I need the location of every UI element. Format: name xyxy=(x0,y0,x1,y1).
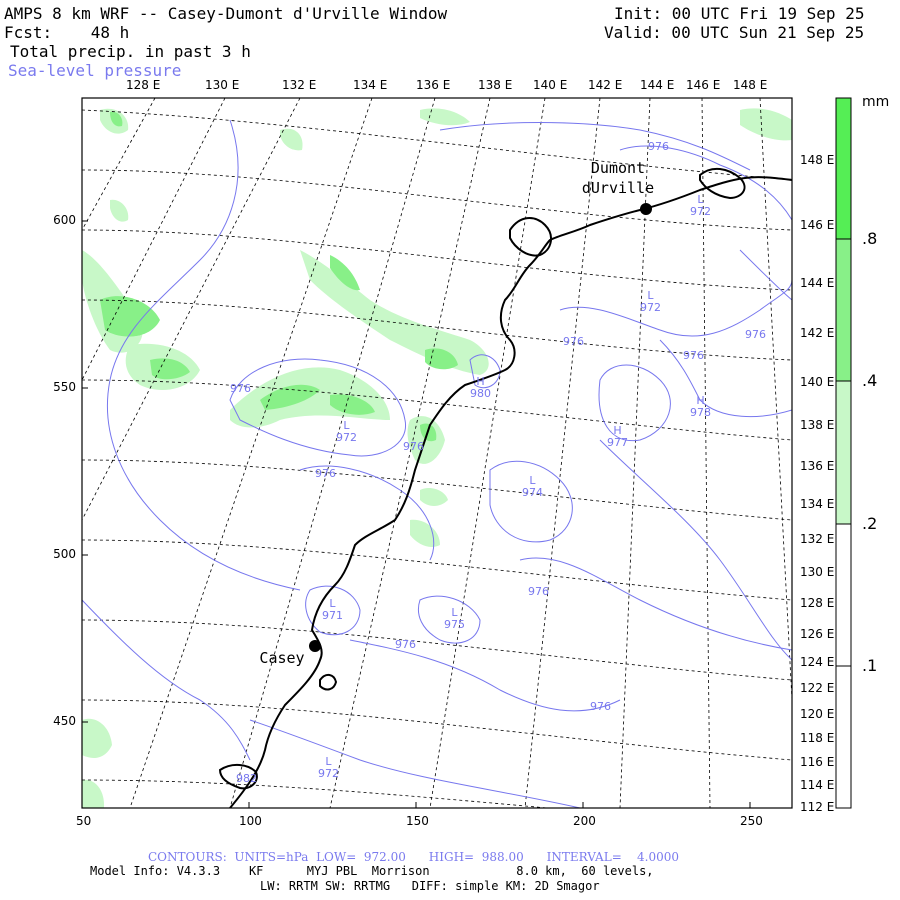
pressure-label: 976 xyxy=(683,349,704,362)
chart-title: AMPS 8 km WRF -- Casey-Dumont d'Urville … xyxy=(4,4,448,23)
top-lon-label: 138 E xyxy=(478,78,513,92)
colorbar-tick: .4 xyxy=(862,371,878,390)
colorbar-bin-02 xyxy=(836,381,851,524)
model-info: Model Info: V4.3.3 KF MYJ PBL Morrison 8… xyxy=(90,864,654,878)
pressure-label: L 972 xyxy=(640,289,661,314)
right-lon-label: 114 E xyxy=(800,778,835,792)
pressure-label: 982 xyxy=(236,772,257,785)
pressure-label: L 975 xyxy=(444,606,465,631)
top-lon-label: 130 E xyxy=(205,78,240,92)
colorbar-bin-04 xyxy=(836,239,851,381)
pressure-label: L 972 xyxy=(336,419,357,444)
top-lon-label: 146 E xyxy=(686,78,721,92)
colorbar-tick: .8 xyxy=(862,229,878,248)
graticule xyxy=(82,98,792,808)
contour-info: CONTOURS: UNITS=hPa LOW= 972.00 HIGH= 98… xyxy=(148,850,679,864)
right-lon-label: 142 E xyxy=(800,326,835,340)
precip-shading xyxy=(82,108,792,808)
colorbar-bin-08 xyxy=(836,98,851,239)
pressure-label: 976 xyxy=(590,700,611,713)
forecast-hour: Fcst: 48 h xyxy=(4,23,130,42)
pressure-label: 976 xyxy=(395,638,416,651)
pressure-label: 976 xyxy=(648,140,669,153)
valid-time: Valid: 00 UTC Sun 21 Sep 25 xyxy=(604,23,865,42)
y-tick-label: 600 xyxy=(53,213,76,227)
right-lon-label: 146 E xyxy=(800,218,835,232)
physics-info: LW: RRTM SW: RRTMG DIFF: simple KM: 2D S… xyxy=(260,879,600,893)
right-lon-label: 116 E xyxy=(800,755,835,769)
x-tick-label: 250 xyxy=(740,814,763,828)
pressure-label: 976 xyxy=(403,440,424,453)
colorbar-unit: mm xyxy=(862,94,890,110)
right-lon-label: 126 E xyxy=(800,627,835,641)
right-lon-label: 132 E xyxy=(800,532,835,546)
right-lon-label: 134 E xyxy=(800,497,835,511)
pressure-label: L 972 xyxy=(690,193,711,218)
y-tick-label: 450 xyxy=(53,714,76,728)
top-lon-label: 140 E xyxy=(533,78,568,92)
x-tick-label: 200 xyxy=(573,814,596,828)
top-lon-label: 128 E xyxy=(126,78,161,92)
right-lon-label: 122 E xyxy=(800,681,835,695)
colorbar xyxy=(835,97,852,809)
isobars xyxy=(82,119,792,808)
top-lon-label: 148 E xyxy=(733,78,768,92)
init-time: Init: 00 UTC Fri 19 Sep 25 xyxy=(614,4,865,23)
dumont-durville-marker xyxy=(640,203,652,215)
y-tick-label: 550 xyxy=(53,380,76,394)
right-lon-label: 130 E xyxy=(800,565,835,579)
overlay-name: Sea-level pressure xyxy=(8,61,182,80)
x-tick-label: 50 xyxy=(76,814,92,828)
casey-marker xyxy=(309,640,321,652)
top-lon-label: 144 E xyxy=(640,78,675,92)
right-lon-label: 112 E xyxy=(800,800,835,814)
right-lon-label: 136 E xyxy=(800,459,835,473)
top-lon-label: 132 E xyxy=(282,78,317,92)
field-name: Total precip. in past 3 h xyxy=(10,42,251,61)
pressure-label: 976 xyxy=(230,382,251,395)
place-label-dumont-durville: Dumont dUrville xyxy=(581,159,655,197)
top-lon-label: 134 E xyxy=(353,78,388,92)
pressure-label: H 977 xyxy=(607,424,628,449)
x-tick-label: 150 xyxy=(406,814,429,828)
pressure-label: H 980 xyxy=(470,375,491,400)
pressure-label: 976 xyxy=(745,328,766,341)
x-tick-marks xyxy=(81,220,751,808)
pressure-label: 976 xyxy=(528,585,549,598)
top-lon-label: 136 E xyxy=(416,78,451,92)
pressure-label: 976 xyxy=(563,335,584,348)
colorbar-tick: .2 xyxy=(862,514,878,533)
coastline xyxy=(218,167,792,808)
right-lon-label: 138 E xyxy=(800,418,835,432)
place-label-casey: Casey xyxy=(259,649,305,667)
colorbar-tick: .1 xyxy=(862,656,878,675)
pressure-label: L 971 xyxy=(322,597,343,622)
right-lon-label: 128 E xyxy=(800,596,835,610)
x-tick-label: 100 xyxy=(239,814,262,828)
top-lon-label: 142 E xyxy=(588,78,623,92)
right-lon-label: 120 E xyxy=(800,707,835,721)
pressure-label: L 974 xyxy=(522,474,543,499)
pressure-label: 976 xyxy=(315,467,336,480)
right-lon-label: 144 E xyxy=(800,276,835,290)
pressure-label: H 978 xyxy=(690,394,711,419)
right-lon-label: 124 E xyxy=(800,655,835,669)
right-lon-label: 118 E xyxy=(800,731,835,745)
pressure-label: L 972 xyxy=(318,755,339,780)
map-frame xyxy=(81,97,793,809)
y-tick-label: 500 xyxy=(53,547,76,561)
right-lon-label: 140 E xyxy=(800,375,835,389)
right-lon-label: 148 E xyxy=(800,153,835,167)
